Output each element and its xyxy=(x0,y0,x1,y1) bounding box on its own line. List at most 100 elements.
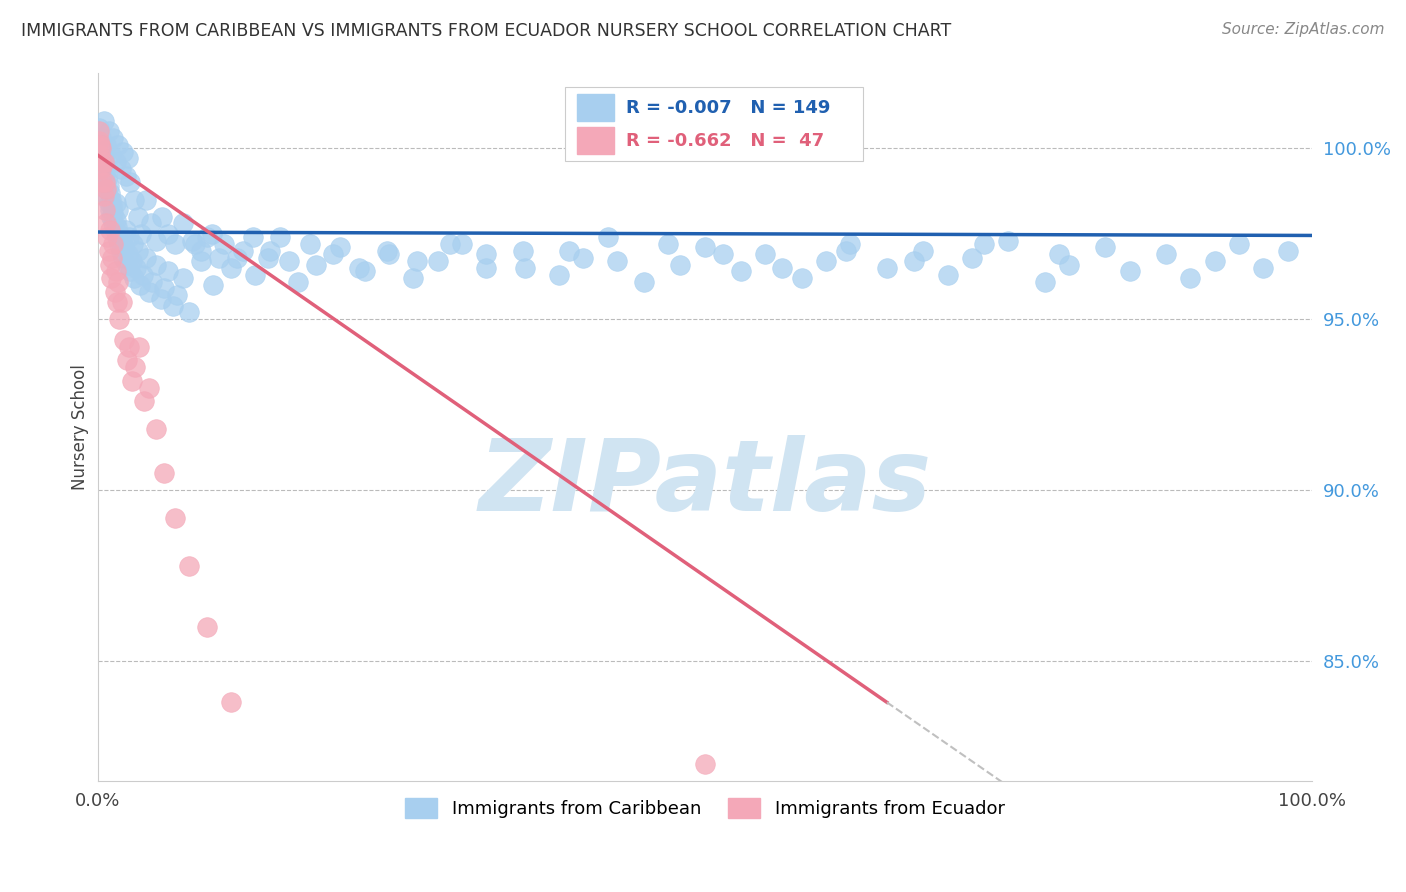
Legend: Immigrants from Caribbean, Immigrants from Ecuador: Immigrants from Caribbean, Immigrants fr… xyxy=(398,790,1012,825)
Point xyxy=(278,254,301,268)
Point xyxy=(121,374,143,388)
Point xyxy=(90,161,112,176)
Point xyxy=(104,196,127,211)
Point xyxy=(329,240,352,254)
Point xyxy=(633,275,655,289)
Point xyxy=(121,237,143,252)
Point xyxy=(145,422,167,436)
Point xyxy=(232,244,254,258)
Point xyxy=(120,176,142,190)
Point xyxy=(138,285,160,299)
Point xyxy=(1277,244,1299,258)
Point xyxy=(960,251,983,265)
Point xyxy=(259,244,281,258)
Point xyxy=(94,165,117,179)
Point xyxy=(299,237,322,252)
Point xyxy=(305,258,328,272)
Point xyxy=(903,254,925,268)
Point xyxy=(90,141,112,155)
Point xyxy=(1033,275,1056,289)
Point xyxy=(138,381,160,395)
Point xyxy=(89,141,111,155)
Point xyxy=(87,124,110,138)
Point xyxy=(101,199,124,213)
Point xyxy=(876,260,898,275)
Point xyxy=(103,237,125,252)
Point xyxy=(112,145,135,159)
Point xyxy=(90,131,112,145)
Point xyxy=(190,254,212,268)
Point xyxy=(165,237,187,252)
Point xyxy=(87,135,110,149)
Point xyxy=(596,230,619,244)
Point xyxy=(997,234,1019,248)
Point xyxy=(96,230,118,244)
Point xyxy=(572,251,595,265)
Point xyxy=(105,295,128,310)
Point xyxy=(153,466,176,480)
Point xyxy=(165,510,187,524)
Point xyxy=(108,227,131,241)
Point xyxy=(131,268,153,282)
Point xyxy=(94,217,117,231)
Point xyxy=(287,275,309,289)
Point xyxy=(118,230,141,244)
Point xyxy=(512,244,534,258)
Point xyxy=(90,137,112,152)
Point xyxy=(790,271,813,285)
FancyBboxPatch shape xyxy=(565,87,863,161)
Point xyxy=(104,155,127,169)
Point xyxy=(127,210,149,224)
Point xyxy=(114,223,136,237)
Point xyxy=(120,264,142,278)
Point xyxy=(94,182,117,196)
Point xyxy=(162,299,184,313)
Point xyxy=(815,254,838,268)
Point xyxy=(219,695,242,709)
Point xyxy=(118,340,141,354)
Point xyxy=(103,217,125,231)
Point xyxy=(754,247,776,261)
Point xyxy=(693,240,716,254)
Point xyxy=(730,264,752,278)
Point xyxy=(128,340,150,354)
Point xyxy=(100,271,122,285)
Point xyxy=(208,251,231,265)
Point xyxy=(104,213,127,227)
Point xyxy=(93,152,115,166)
Point xyxy=(93,113,115,128)
Point xyxy=(973,237,995,252)
Point xyxy=(114,169,136,183)
Point xyxy=(426,254,449,268)
Point xyxy=(375,244,398,258)
Point xyxy=(127,244,149,258)
Point xyxy=(353,264,375,278)
Point xyxy=(135,251,157,265)
Point xyxy=(103,285,125,299)
Point xyxy=(87,120,110,135)
Point xyxy=(94,176,117,190)
Point xyxy=(166,288,188,302)
Point xyxy=(711,247,734,261)
Point xyxy=(100,210,122,224)
Point xyxy=(101,251,124,265)
Point xyxy=(108,312,131,326)
Point xyxy=(110,244,132,258)
Point xyxy=(94,176,117,190)
Point xyxy=(226,251,249,265)
Y-axis label: Nursery School: Nursery School xyxy=(72,364,89,490)
Point xyxy=(212,237,235,252)
Point xyxy=(89,148,111,162)
Point xyxy=(201,227,224,241)
Point xyxy=(181,234,204,248)
Point xyxy=(839,237,862,252)
Point xyxy=(177,305,200,319)
Point xyxy=(91,158,114,172)
Point xyxy=(98,202,121,217)
Point xyxy=(111,234,134,248)
Point xyxy=(139,217,162,231)
Point xyxy=(132,394,155,409)
Point xyxy=(201,278,224,293)
Point xyxy=(153,281,176,295)
Point xyxy=(1057,258,1080,272)
